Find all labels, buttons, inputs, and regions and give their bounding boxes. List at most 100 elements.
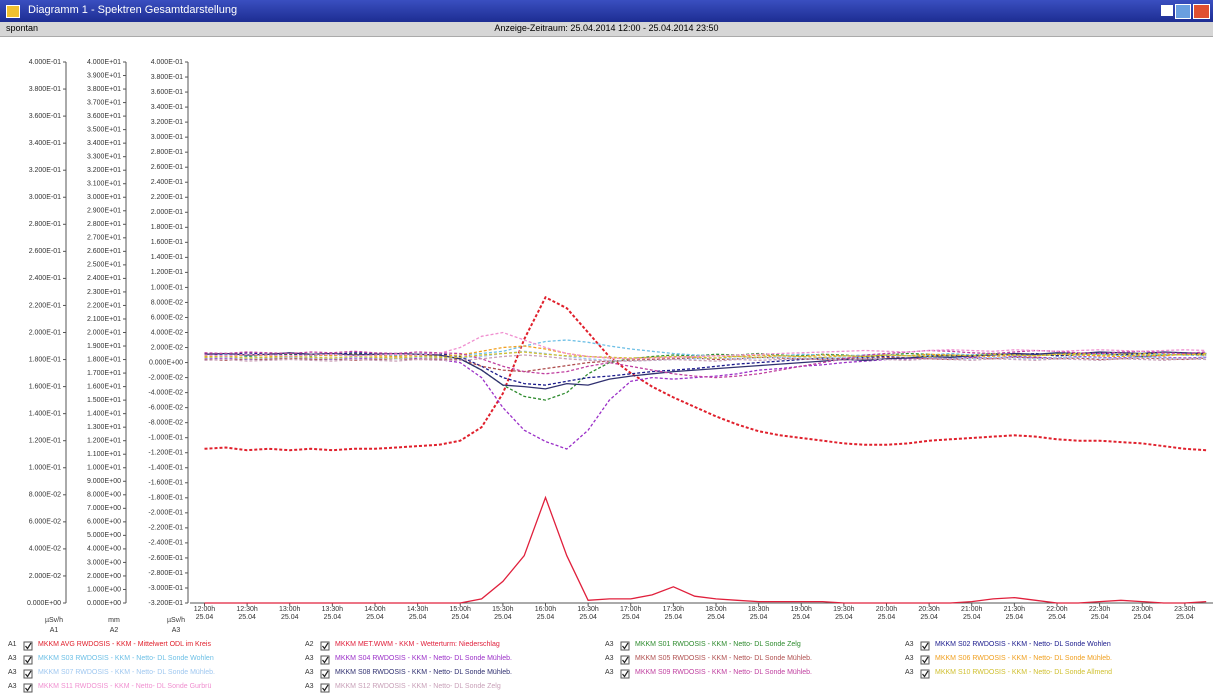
y-tick-label: 4.000E+01: [87, 59, 121, 66]
y-tick-label: 1.400E-01: [29, 410, 61, 417]
y-tick-label: 3.800E-01: [29, 86, 61, 93]
legend-checkbox[interactable]: [920, 669, 930, 679]
legend-checkbox[interactable]: [320, 683, 330, 693]
x-tick-label: 12:30h 25.04: [236, 606, 258, 621]
y-tick-label: 3.400E-01: [151, 104, 183, 111]
legend-checkbox[interactable]: [620, 655, 630, 665]
checkmark: [922, 642, 929, 650]
y-tick-label: 1.300E+01: [87, 424, 121, 431]
y-tick-label: -2.600E-01: [148, 555, 183, 562]
legend-checkbox[interactable]: [23, 641, 33, 651]
y-tick-label: -2.200E-01: [148, 525, 183, 532]
legend-checkbox[interactable]: [620, 641, 630, 651]
help-button[interactable]: [1175, 4, 1191, 19]
x-tick-label: 23:30h 25.04: [1174, 606, 1196, 621]
y-tick-label: 2.000E+00: [87, 573, 121, 580]
legend-checkbox[interactable]: [320, 641, 330, 651]
x-tick-label: 23:00h 25.04: [1131, 606, 1153, 621]
legend-axis: A1: [8, 641, 17, 648]
y-tick-label: 2.800E-01: [29, 221, 61, 228]
y-tick-label: -3.000E-01: [148, 585, 183, 592]
y-tick-label: 3.800E+01: [87, 86, 121, 93]
y-tick-label: -1.600E-01: [148, 480, 183, 487]
series-line: [204, 351, 1207, 390]
checkmark: [25, 642, 32, 650]
y-tick-label: 1.900E+01: [87, 343, 121, 350]
y-tick-label: 3.600E-01: [151, 89, 183, 96]
x-tick-label: 19:00h 25.04: [790, 606, 812, 621]
y-tick-label: 3.800E-01: [151, 74, 183, 81]
x-tick-label: 12:00h 25.04: [193, 606, 216, 621]
series-line: [204, 354, 1207, 362]
legend-axis: A3: [605, 669, 614, 676]
checkmark: [25, 684, 32, 692]
legend-label: MKKM S06 RWDOSIS - KKM - Netto- DL Sonde…: [935, 655, 1113, 662]
legend-checkbox[interactable]: [320, 669, 330, 679]
legend-checkbox[interactable]: [23, 683, 33, 693]
legend-checkbox[interactable]: [920, 641, 930, 651]
legend-axis: A3: [905, 669, 914, 676]
y-tick-label: 2.400E-01: [29, 275, 61, 282]
y-tick-label: 1.000E+01: [87, 465, 121, 472]
legend-label: MKKM MET.WWM - KKM - Wetterturm: Nieders…: [335, 641, 500, 648]
legend-checkbox[interactable]: [23, 669, 33, 679]
series-line: [204, 350, 1207, 362]
y-tick-label: 2.200E-01: [151, 194, 183, 201]
y-tick-label: -2.000E-02: [148, 374, 183, 381]
y-tick-label: 3.000E-01: [151, 134, 183, 141]
y-tick-label: 2.600E-01: [151, 164, 183, 171]
checkmark: [622, 642, 629, 650]
legend-label: MKKM AVG RWDOSIS - KKM - Mittelwert ODL …: [38, 641, 211, 648]
y-tick-label: -1.200E-01: [148, 450, 183, 457]
x-tick-label: 13:00h 25.04: [279, 606, 301, 621]
y-tick-label: 2.800E-01: [151, 149, 183, 156]
y-tick-label: 3.900E+01: [87, 72, 121, 79]
y-tick-label: 1.600E-01: [29, 383, 61, 390]
y-tick-label: -2.400E-01: [148, 540, 183, 547]
legend-label: MKKM S04 RWDOSIS - KKM - Netto- DL Sonde…: [335, 655, 513, 662]
legend-axis: A3: [305, 655, 314, 662]
y-tick-label: 8.000E+00: [87, 492, 121, 499]
legend-checkbox[interactable]: [23, 655, 33, 665]
y-tick-label: -8.000E-02: [148, 420, 183, 427]
y-tick-label: 2.000E+01: [87, 329, 121, 336]
y-tick-label: 2.200E+01: [87, 302, 121, 309]
y-tick-label: 2.000E-02: [29, 573, 61, 580]
y-tick-label: 1.000E+00: [87, 586, 121, 593]
mode-label: spontan: [6, 23, 39, 33]
axis-unit: µSv/h: [45, 617, 63, 624]
y-tick-label: 1.400E+01: [87, 410, 121, 417]
y-tick-label: 1.400E-01: [151, 254, 183, 261]
window-title: Diagramm 1 - Spektren Gesamtdarstellung: [28, 4, 238, 16]
legend-checkbox[interactable]: [320, 655, 330, 665]
close-button[interactable]: [1193, 4, 1210, 19]
y-tick-label: -6.000E-02: [148, 404, 183, 411]
checkmark: [922, 670, 929, 678]
checkmark: [25, 656, 32, 664]
x-tick-label: 13:30h 25.04: [321, 606, 344, 621]
x-tick-label: 16:00h 25.04: [534, 606, 557, 621]
series-line: [204, 355, 1207, 450]
y-tick-label: 3.200E-01: [29, 167, 61, 174]
legend-checkbox[interactable]: [620, 669, 630, 679]
y-tick-label: 3.300E+01: [87, 154, 121, 161]
x-tick-label: 17:00h 25.04: [620, 606, 642, 621]
y-tick-label: 3.000E-01: [29, 194, 61, 201]
x-tick-label: 15:30h 25.04: [492, 606, 514, 621]
legend-axis: A3: [8, 683, 17, 690]
y-tick-label: 8.000E-02: [151, 299, 183, 306]
x-tick-label: 22:30h 25.04: [1088, 606, 1111, 621]
y-tick-label: 3.500E+01: [87, 126, 121, 133]
legend-label: MKKM S03 RWDOSIS - KKM - Netto- DL Sonde…: [38, 655, 214, 662]
x-tick-label: 15:00h 25.04: [449, 606, 471, 621]
legend-checkbox[interactable]: [920, 655, 930, 665]
y-tick-label: -4.000E-02: [148, 389, 183, 396]
maximize-button[interactable]: [1161, 5, 1173, 16]
y-tick-label: 0.000E+00: [27, 600, 61, 607]
checkmark: [322, 656, 329, 664]
series-line: [204, 352, 1207, 386]
x-tick-label: 18:30h 25.04: [747, 606, 770, 621]
axis-name: A1: [50, 627, 59, 634]
x-tick-label: 17:30h 25.04: [662, 606, 685, 621]
x-tick-label: 22:00h 25.04: [1046, 606, 1068, 621]
